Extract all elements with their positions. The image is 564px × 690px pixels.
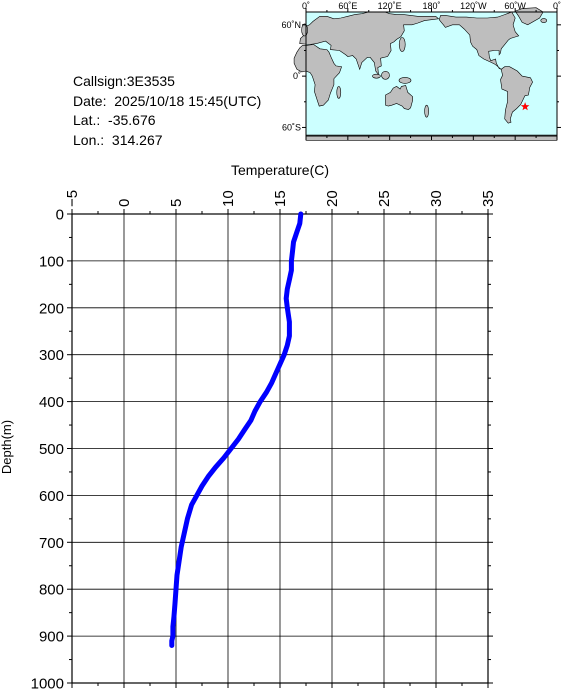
x-tick-label: 35 [480,190,497,207]
ticks [67,209,493,688]
date-row: Date: 2025/10/18 15:45(UTC) [73,92,261,112]
map-lat-label: 60˚S [282,122,301,132]
land-iceland [540,18,548,23]
temperature-profile-line [169,211,304,648]
lon-label: Lon.: [73,131,105,148]
map-ticks [302,8,561,140]
map-lon-label: 60˚W [504,1,526,11]
plot-frame [71,213,489,684]
y-tick-label: 800 [39,582,64,599]
land-south-america [500,66,533,124]
y-tick-label: 300 [39,347,64,364]
land-north-america [438,11,520,70]
land-madagascar [336,86,342,99]
map-lon-label: 120˚W [460,1,487,11]
land-australia [385,85,414,110]
lat-row: Lat.: -35.676 [73,111,261,131]
land-europe-asia [299,11,440,76]
y-tick-label: 700 [39,535,64,552]
y-tick-label: 400 [39,394,64,411]
star-icon [520,102,530,111]
date-value: 2025/10/18 15:45(UTC) [114,92,262,109]
x-tick-label: 10 [220,190,237,207]
map-lat-label: 60˚N [281,20,301,30]
x-tick-label: 0 [116,199,133,207]
land-japan [398,37,406,52]
map-lon-label: 120˚E [378,1,402,11]
lon-value: 314.267 [111,131,163,148]
map-lon-label: 60˚E [338,1,357,11]
map-lon-label: 0˚ [553,1,561,11]
lat-label: Lat.: [73,112,101,128]
land-newzealand [424,104,429,118]
land-borneo [381,70,390,80]
x-tick-label: 15 [272,190,289,207]
y-axis-title: Depth(m) [0,420,14,474]
y-tick-label: 100 [39,253,64,270]
y-tick-label: 200 [39,300,64,317]
callsign-label: Callsign: [73,73,127,89]
callsign-row: Callsign:3E3535 [73,72,261,92]
station-info: Callsign:3E3535 Date: 2025/10/18 15:45(U… [73,72,261,150]
y-tick-label: 500 [39,441,64,458]
x-tick-label: 25 [376,190,393,207]
y-tick-label: 1000 [31,676,64,690]
land-sumatra [372,73,381,79]
x-tick-label: 5 [168,199,185,207]
y-tick-label: 900 [39,629,64,646]
map-lon-label: 0˚ [302,1,310,11]
map-lon-label: 180˚ [422,1,440,11]
y-tick-label: 600 [39,488,64,505]
lat-value: -35.676 [108,112,156,128]
callsign-value: 3E3535 [126,73,175,89]
land-newguinea [398,77,412,84]
world-map: 0˚ 60˚E 120˚E 180˚ 120˚W 60˚W 0˚60˚N0˚60˚S [281,1,561,141]
map-lat-label: 0˚ [293,71,301,81]
y-tick-label: 0 [56,207,64,224]
x-tick-label: 20 [324,190,341,207]
lon-row: Lon.: 314.267 [73,131,261,151]
date-label: Date: [73,92,107,109]
x-axis-title: Temperature(C) [231,162,329,178]
x-tick-label: 30 [428,190,445,207]
x-tick-label: −5 [64,190,81,207]
land-masses [293,7,558,141]
